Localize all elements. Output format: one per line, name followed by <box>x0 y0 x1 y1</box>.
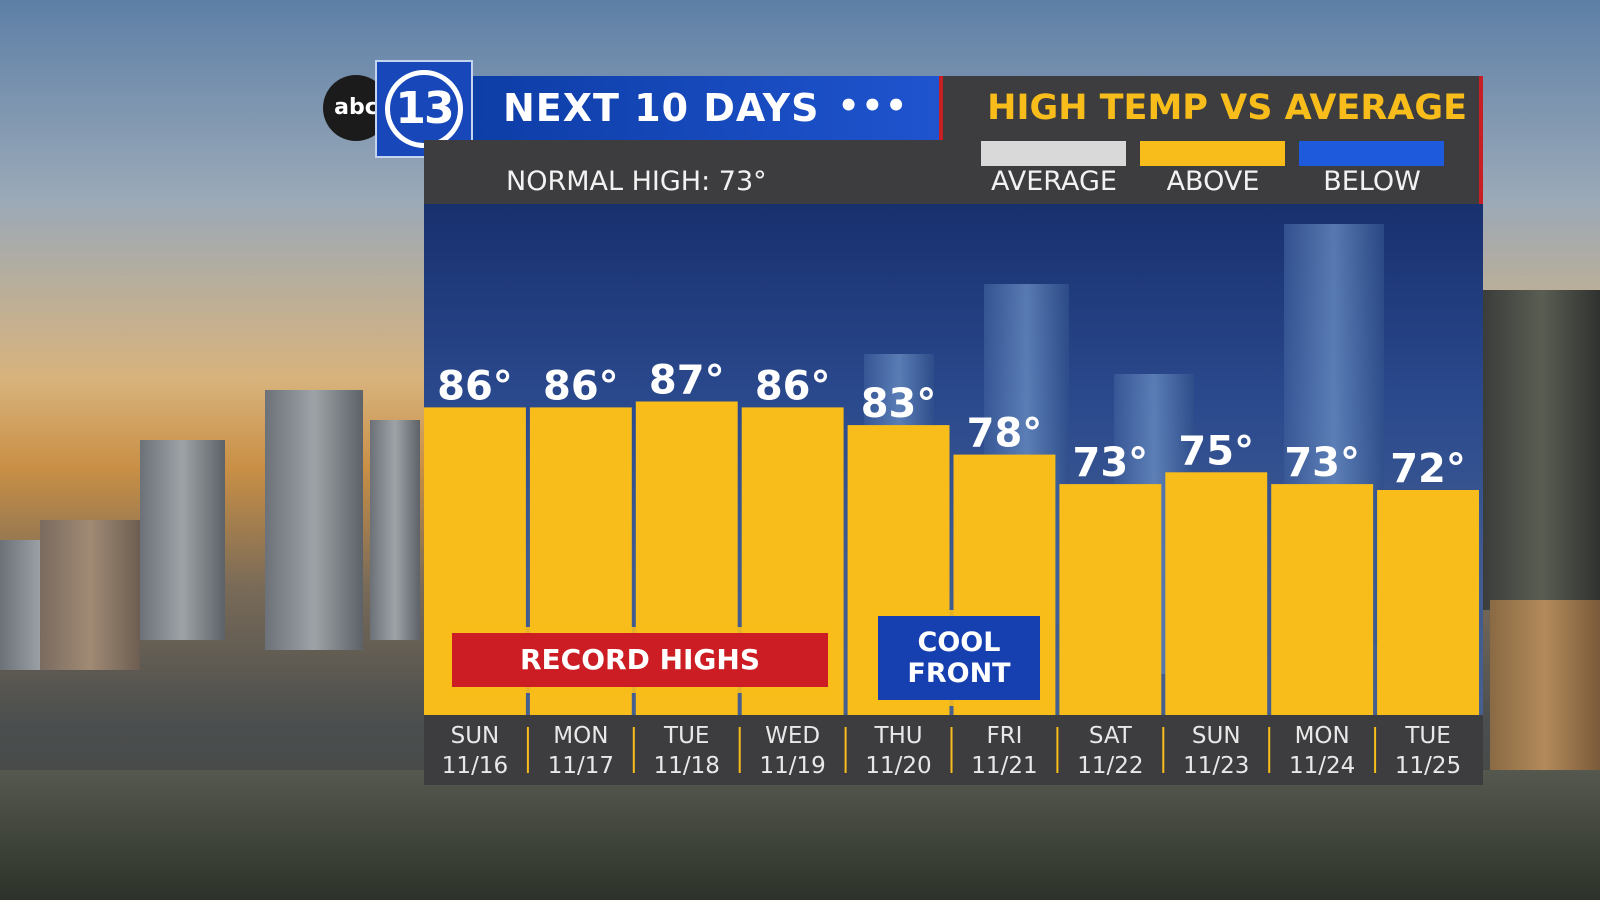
building <box>265 390 363 650</box>
date-label: 11/16 <box>442 753 508 779</box>
date-label: 11/24 <box>1289 753 1355 779</box>
temp-bar <box>1271 484 1374 715</box>
date-label: 11/25 <box>1395 753 1461 779</box>
day-label: MON <box>553 723 608 749</box>
ground-area <box>0 770 1600 900</box>
building <box>40 520 140 670</box>
temp-value-label: 86° <box>543 363 619 409</box>
abc13-logo: abc 13 <box>323 60 473 160</box>
channel-number: 13 <box>395 83 454 134</box>
date-label: 11/17 <box>548 753 614 779</box>
temp-value-label: 86° <box>437 363 513 409</box>
day-label: TUE <box>663 723 709 749</box>
legend-swatch-above <box>1140 141 1285 166</box>
cool-front-line2: FRONT <box>907 658 1011 689</box>
legend-swatch-average <box>981 141 1126 166</box>
title-bar: NEXT 10 DAYS ••• <box>473 76 943 140</box>
date-label: 11/21 <box>971 753 1037 779</box>
dots-icon: ••• <box>837 86 909 126</box>
date-label: 11/18 <box>654 753 720 779</box>
temp-value-label: 78° <box>967 411 1043 457</box>
day-label: TUE <box>1404 723 1450 749</box>
legend-label-below: BELOW <box>1323 166 1421 197</box>
temp-value-label: 87° <box>649 358 725 404</box>
legend-bar: NORMAL HIGH: 73° AVERAGE ABOVE BELOW <box>424 140 1483 204</box>
date-label: 11/20 <box>865 753 931 779</box>
temp-value-label: 72° <box>1390 446 1466 492</box>
building <box>1483 290 1600 610</box>
day-label: WED <box>765 723 820 749</box>
day-label: SUN <box>1192 723 1241 749</box>
date-label: 11/22 <box>1077 753 1143 779</box>
page-title: NEXT 10 DAYS <box>503 86 820 130</box>
temp-bar <box>1165 472 1268 715</box>
legend-label-average: AVERAGE <box>991 166 1117 197</box>
temp-value-label: 83° <box>861 381 937 427</box>
temp-value-label: 86° <box>755 363 831 409</box>
temp-value-label: 73° <box>1073 440 1149 486</box>
day-label: THU <box>873 723 922 749</box>
day-label: SUN <box>451 723 500 749</box>
temp-bar <box>1377 490 1479 715</box>
temp-value-label: 75° <box>1178 428 1254 474</box>
channel-badge: 13 <box>375 60 473 158</box>
day-label: MON <box>1295 723 1350 749</box>
building <box>370 420 420 640</box>
temp-bar <box>1059 484 1162 715</box>
day-label: SAT <box>1089 723 1133 749</box>
record-highs-callout: RECORD HIGHS <box>446 627 834 693</box>
subtitle-bar: HIGH TEMP VS AVERAGE <box>943 76 1483 140</box>
chart-subtitle: HIGH TEMP VS AVERAGE <box>987 88 1467 128</box>
day-strip <box>424 715 1483 785</box>
legend-swatch-below <box>1299 141 1444 166</box>
cool-front-callout: COOL FRONT <box>872 610 1046 706</box>
date-label: 11/19 <box>760 753 826 779</box>
day-label: FRI <box>986 723 1022 749</box>
normal-high-label: NORMAL HIGH: 73° <box>506 166 767 197</box>
cool-front-line1: COOL <box>917 627 1001 658</box>
date-label: 11/23 <box>1183 753 1249 779</box>
legend-label-above: ABOVE <box>1166 166 1260 197</box>
building <box>140 440 225 640</box>
temp-value-label: 73° <box>1284 440 1360 486</box>
